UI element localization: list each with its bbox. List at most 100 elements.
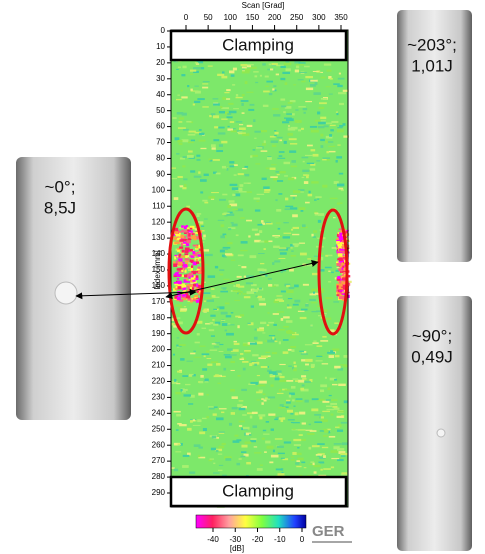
scan-speckle (203, 81, 210, 82)
scan-speckle (316, 356, 322, 357)
scan-speckle (313, 465, 320, 467)
scan-speckle (199, 133, 204, 135)
scan-speckle (242, 94, 245, 96)
scan-speckle (300, 253, 307, 256)
scan-speckle (234, 174, 237, 175)
scan-speckle (320, 469, 322, 471)
scan-speckle (302, 157, 309, 159)
scan-speckle (213, 98, 219, 99)
scan-speckle (275, 199, 277, 201)
damage-speckle (181, 235, 185, 238)
scan-speckle (174, 469, 178, 471)
scan-speckle (256, 201, 259, 202)
scan-speckle (276, 370, 282, 372)
scan-speckle (306, 430, 313, 431)
scan-speckle (203, 428, 207, 431)
scan-speckle (343, 355, 347, 358)
scan-speckle (290, 336, 295, 339)
clamping-label: Clamping (222, 481, 294, 500)
scan-speckle (187, 155, 194, 158)
scan-speckle (223, 368, 226, 371)
scan-speckle (175, 451, 181, 452)
scan-speckle (337, 129, 344, 132)
scan-speckle (188, 142, 194, 144)
scan-speckle (229, 111, 237, 114)
index-tick-label: 130 (152, 233, 166, 242)
scan-speckle (180, 358, 184, 361)
scan-speckle (309, 299, 316, 301)
scan-speckle (333, 301, 339, 302)
scan-speckle (211, 448, 216, 451)
scan-speckle (299, 72, 307, 73)
scan-speckle (211, 288, 214, 290)
scan-speckle (296, 401, 303, 402)
damage-speckle (174, 231, 178, 233)
scan-speckle (271, 429, 274, 431)
scan-speckle (298, 311, 305, 312)
scan-speckle (314, 213, 318, 214)
scan-speckle (287, 332, 295, 334)
scan-speckle (312, 445, 320, 447)
scan-speckle (190, 74, 193, 75)
scan-speckle (288, 178, 294, 181)
scan-speckle (254, 138, 256, 139)
scan-speckle (216, 150, 223, 152)
scan-speckle (338, 424, 341, 427)
scan-speckle (290, 247, 292, 248)
scan-speckle (177, 371, 182, 373)
scan-speckle (243, 427, 250, 430)
scan-speckle (200, 375, 203, 378)
scan-speckle (281, 291, 286, 293)
scan-speckle (268, 278, 272, 280)
scan-speckle (333, 217, 336, 218)
scan-speckle (210, 322, 214, 324)
damage-speckle (179, 239, 184, 241)
scan-speckle (261, 398, 263, 400)
scan-speckle (229, 70, 234, 73)
photo-energy: 1,01J (411, 56, 453, 75)
scan-speckle (317, 199, 319, 200)
damage-speckle (176, 235, 181, 237)
scan-speckle (283, 233, 291, 234)
scan-speckle (266, 81, 273, 83)
damage-speckle (187, 229, 189, 231)
scan-speckle (239, 184, 243, 187)
scan-speckle (239, 421, 245, 423)
scan-speckle (317, 345, 323, 347)
scan-speckle (305, 400, 309, 403)
index-tick-label: 60 (156, 122, 165, 131)
index-tick-label: 230 (152, 393, 166, 402)
scan-speckle (217, 74, 224, 76)
scan-speckle (272, 337, 274, 340)
scan-speckle (206, 394, 208, 395)
scan-speckle (263, 394, 266, 396)
scan-tick-label: 250 (290, 13, 304, 22)
scan-speckle (325, 297, 332, 299)
scan-speckle (311, 289, 319, 292)
scan-speckle (202, 200, 207, 202)
scan-speckle (254, 337, 258, 340)
photo-energy: 8,5J (44, 198, 76, 217)
scan-speckle (242, 168, 247, 169)
scan-speckle (262, 63, 266, 65)
scan-speckle (227, 348, 233, 350)
scan-speckle (248, 235, 250, 237)
index-tick-label: 20 (156, 58, 165, 67)
scan-speckle (251, 284, 257, 286)
scan-tick-label: 350 (334, 13, 348, 22)
damage-speckle (179, 246, 183, 248)
scan-speckle (219, 431, 225, 432)
scan-speckle (279, 171, 286, 173)
scan-speckle (314, 421, 322, 423)
scan-speckle (284, 175, 288, 176)
scan-speckle (271, 384, 274, 386)
scan-speckle (250, 67, 257, 69)
scan-speckle (285, 206, 293, 208)
scan-speckle (302, 177, 305, 178)
scan-speckle (336, 113, 338, 115)
scan-speckle (330, 350, 333, 352)
scan-speckle (239, 408, 246, 410)
scan-speckle (242, 361, 248, 363)
scan-speckle (283, 111, 286, 113)
scan-speckle (204, 381, 208, 382)
